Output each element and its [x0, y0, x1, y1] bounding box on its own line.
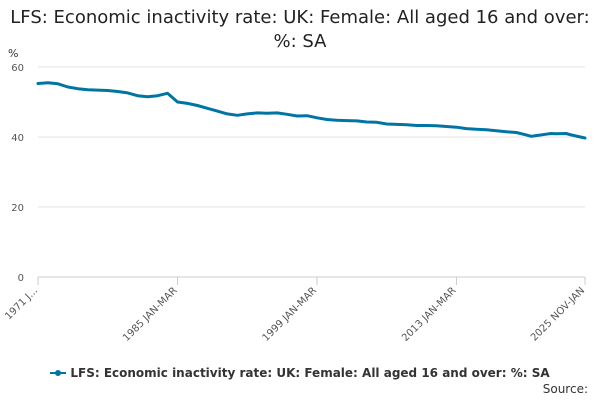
x-axis-ticks: 1971 J... 1985 JAN-MAR 1999 JAN-MAR 2013 JA… [3, 277, 587, 344]
legend[interactable]: LFS: Economic inactivity rate: UK: Femal… [0, 366, 600, 380]
y-tick-label-20: 20 [11, 203, 24, 214]
x-tick-label-2: 1999 JAN-MAR [261, 285, 320, 344]
x-tick-label-4: 2025 NOV-JAN [529, 285, 587, 343]
y-tick-label-60: 60 [11, 63, 24, 74]
chart-title: LFS: Economic inactivity rate: UK: Femal… [10, 7, 590, 52]
gridlines [38, 66, 585, 278]
y-tick-label-0: 0 [18, 273, 24, 284]
x-tick-label-0: 1971 J... [3, 285, 40, 322]
y-axis-unit: % [8, 47, 18, 60]
y-axis-ticks: 0 20 40 60 [11, 63, 24, 284]
x-tick-label-3: 2013 JAN-MAR [400, 285, 459, 344]
x-tick-label-1: 1985 JAN-MAR [121, 285, 180, 344]
legend-label: LFS: Economic inactivity rate: UK: Femal… [70, 366, 550, 380]
source-label: Source: [542, 382, 588, 396]
legend-swatch [50, 368, 67, 378]
series-layer [36, 81, 587, 140]
series-line-0 [36, 81, 587, 140]
y-tick-label-40: 40 [11, 133, 24, 144]
